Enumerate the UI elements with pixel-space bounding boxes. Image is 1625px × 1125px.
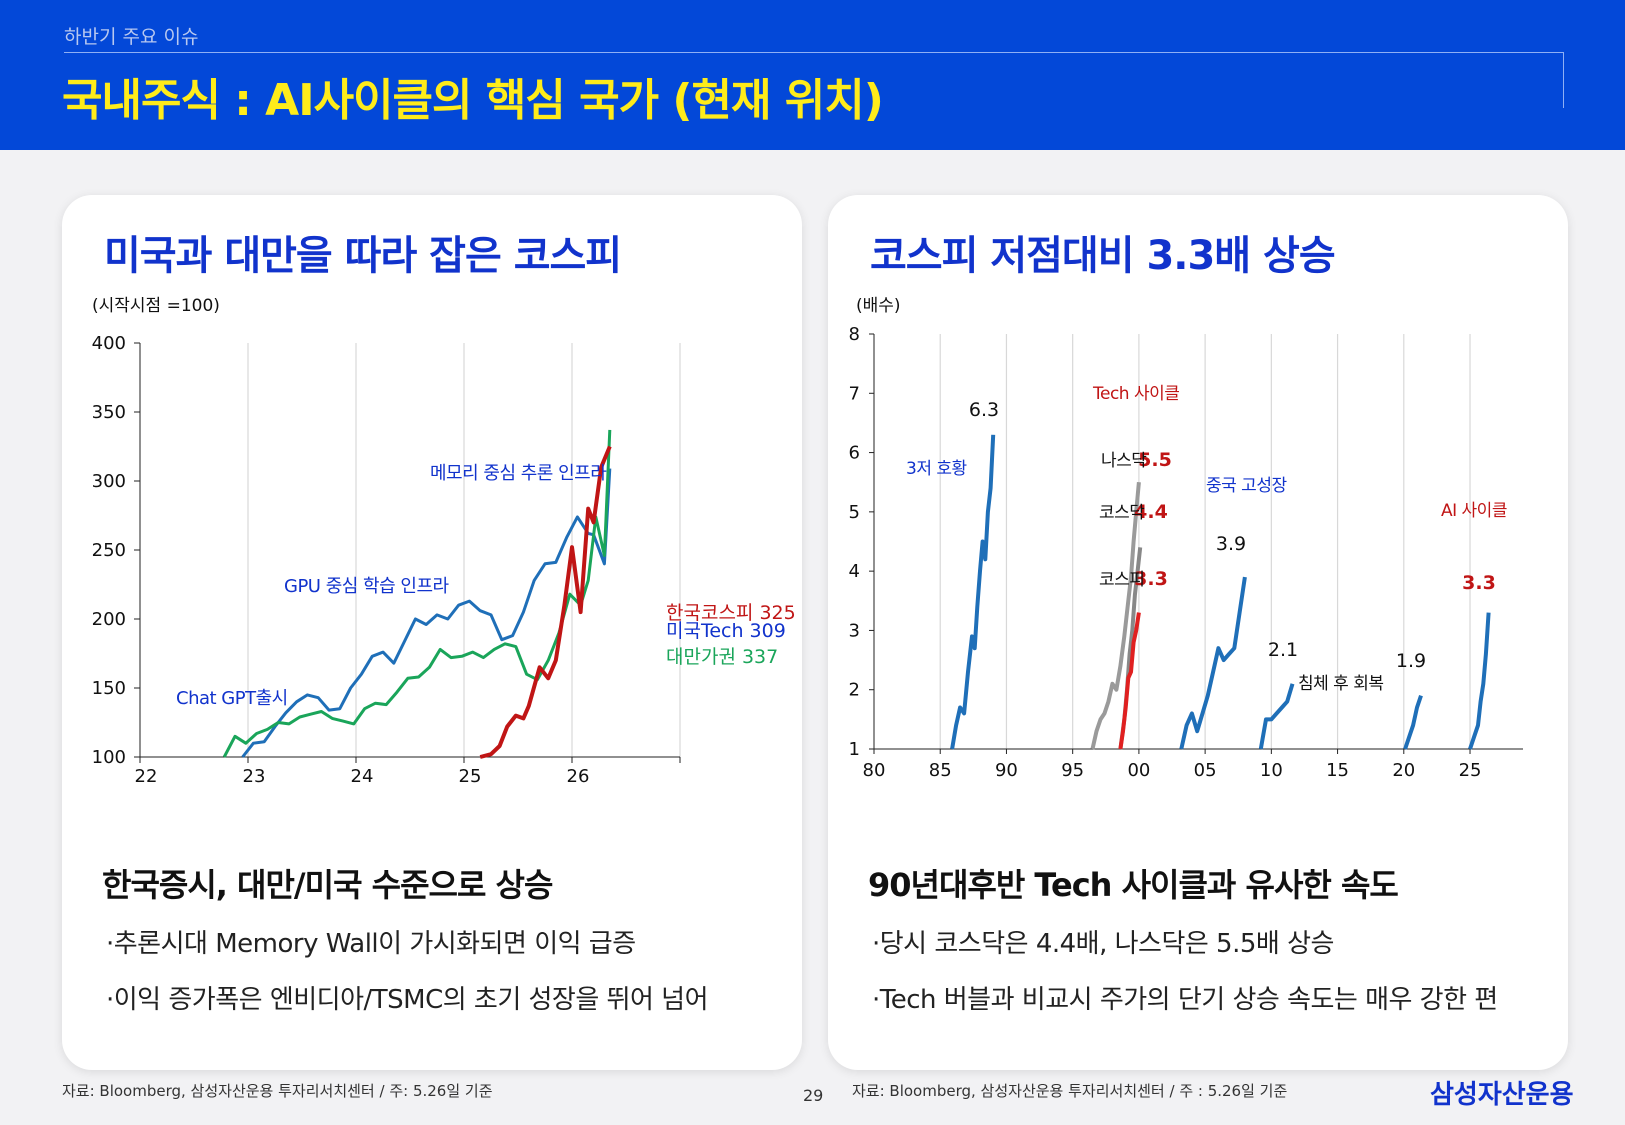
end-value-4: 3.3 <box>1134 568 1168 590</box>
right-chart: (배수) 80 85 90 95 00 05 10 15 20 25 1 2 3 4 5 6 7 8 6.3 5.5 4.… <box>849 296 1523 781</box>
y-tick-label-2: 2 <box>849 680 860 701</box>
x-tick-label-85: 85 <box>929 760 952 781</box>
right-bullet-1: 당시 코스닥은 4.4배, 나스닥은 5.5배 상승 <box>872 923 1335 960</box>
x-tick-label-24: 24 <box>351 766 374 787</box>
annotation-2: GPU 중심 학습 인프라 <box>284 576 450 597</box>
left-summary: 한국증시, 대만/미국 수준으로 상승 <box>102 866 553 904</box>
right-card: 코스피 저점대비 3.3배 상승 (배수) 80 85 90 95 00 05 10 15 20 2… <box>828 195 1568 1070</box>
page-header: 하반기 주요 이슈 국내주식 : AI사이클의 핵심 국가 (현재 위치) <box>0 0 1625 150</box>
annotation-1: Chat GPT출시 <box>176 688 288 709</box>
x-tick-label-90: 90 <box>995 760 1018 781</box>
end-value-8: 3.3 <box>1462 572 1496 594</box>
series-line-7 <box>1403 694 1423 750</box>
end-value-2: 5.5 <box>1138 449 1172 471</box>
annotation-8: 침체 후 회복 <box>1298 674 1384 694</box>
y-tick-label-400: 400 <box>92 333 126 354</box>
x-tick-label-00: 00 <box>1127 760 1150 781</box>
header-rule <box>64 52 1564 108</box>
brand-logo: 삼성자산운용 <box>1430 1080 1574 1110</box>
x-tick-label-80: 80 <box>863 760 886 781</box>
annotation-7: AI 사이클 <box>1441 501 1507 521</box>
left-source-note: 자료: Bloomberg, 삼성자산운용 투자리서치센터 / 주: 5.26일… <box>62 1082 493 1100</box>
series-line-1 <box>950 434 996 750</box>
y-unit-label: (배수) <box>856 296 901 316</box>
left-bullet-2: 이익 증가폭은 엔비디아/TSMC의 초기 성장을 뛰어 넘어 <box>106 979 709 1016</box>
y-tick-label-5: 5 <box>849 502 860 523</box>
page-title: 국내주식 : AI사이클의 핵심 국가 (현재 위치) <box>62 75 884 126</box>
x-tick-label-22: 22 <box>135 766 158 787</box>
x-tick-label-15: 15 <box>1326 760 1349 781</box>
series-line-1 <box>241 468 612 758</box>
end-value-3: 4.4 <box>1134 501 1168 523</box>
x-tick-label-95: 95 <box>1061 760 1084 781</box>
x-tick-label-10: 10 <box>1260 760 1283 781</box>
x-tick-label-20: 20 <box>1392 760 1415 781</box>
annotation-3: 나스닥 <box>1101 451 1147 471</box>
series-line-5 <box>1179 576 1247 750</box>
series-line-4 <box>1118 612 1141 750</box>
series-line-6 <box>1258 683 1295 750</box>
annotation-6: 중국 고성장 <box>1206 476 1287 496</box>
x-tick-label-23: 23 <box>243 766 266 787</box>
left-card: 미국과 대만을 따라 잡은 코스피 (시작시점 =100) 22 23 24 25 26 1… <box>62 195 802 1070</box>
y-tick-label-7: 7 <box>849 383 860 404</box>
annotation-2: Tech 사이클 <box>1092 384 1179 404</box>
right-card-title: 코스피 저점대비 3.3배 상승 <box>870 233 1336 279</box>
end-value-1: 6.3 <box>969 399 999 421</box>
y-tick-label-150: 150 <box>92 678 126 699</box>
y-tick-label-100: 100 <box>92 747 126 768</box>
page-number: 29 <box>803 1086 824 1105</box>
series-end-label-3: 한국코스피 325 <box>666 602 796 624</box>
left-chart: (시작시점 =100) 22 23 24 25 26 100 150 200 250 300 350 4… <box>92 296 796 787</box>
y-tick-label-6: 6 <box>849 443 860 464</box>
series-line-2 <box>222 429 612 758</box>
section-label: 하반기 주요 이슈 <box>64 26 199 48</box>
y-tick-label-1: 1 <box>849 739 860 760</box>
series-end-label-1: 미국Tech 309 <box>666 620 786 642</box>
right-summary: 90년대후반 Tech 사이클과 유사한 속도 <box>868 866 1399 904</box>
right-bullet-2: Tech 버블과 비교시 주가의 단기 상승 속도는 매우 강한 편 <box>872 979 1498 1016</box>
annotation-1: 3저 호황 <box>906 459 967 479</box>
y-tick-label-250: 250 <box>92 540 126 561</box>
y-tick-label-350: 350 <box>92 402 126 423</box>
annotation-4: 코스닥 <box>1099 503 1145 523</box>
end-value-5: 3.9 <box>1216 533 1246 555</box>
series-line-3 <box>479 445 612 759</box>
left-bullet-1: 추론시대 Memory Wall이 가시화되면 이익 급증 <box>106 923 636 960</box>
x-tick-label-05: 05 <box>1194 760 1217 781</box>
end-value-7: 1.9 <box>1396 650 1426 672</box>
series-line-8 <box>1468 612 1491 750</box>
series-line-2 <box>1090 482 1141 750</box>
x-tick-label-25: 25 <box>1459 760 1482 781</box>
x-tick-label-25: 25 <box>459 766 482 787</box>
y-tick-label-4: 4 <box>849 561 860 582</box>
y-tick-label-8: 8 <box>849 324 860 345</box>
annotation-5: 코스피 <box>1099 570 1144 590</box>
y-tick-label-300: 300 <box>92 471 126 492</box>
left-card-title: 미국과 대만을 따라 잡은 코스피 <box>104 233 622 279</box>
x-tick-label-26: 26 <box>567 766 590 787</box>
end-value-6: 2.1 <box>1268 639 1298 661</box>
series-end-label-2: 대만가권 337 <box>666 646 778 668</box>
y-tick-label-3: 3 <box>849 620 860 641</box>
annotation-3: 메모리 중심 추론 인프라 <box>430 463 607 484</box>
right-source-note: 자료: Bloomberg, 삼성자산운용 투자리서치센터 / 주 : 5.26… <box>852 1082 1288 1100</box>
y-unit-label: (시작시점 =100) <box>92 296 220 316</box>
y-tick-label-200: 200 <box>92 609 126 630</box>
